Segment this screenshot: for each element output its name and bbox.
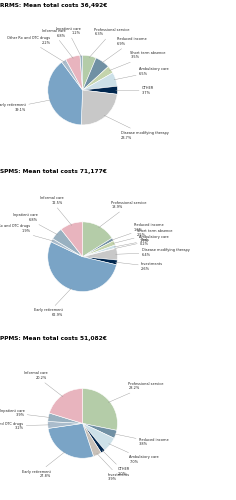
- Wedge shape: [48, 242, 117, 292]
- Text: Other Rx and OTC drugs
2.2%: Other Rx and OTC drugs 2.2%: [7, 36, 65, 62]
- Text: Reduced income
3.8%: Reduced income 3.8%: [114, 434, 169, 446]
- Text: Tools
0.2%: Tools 0.2%: [115, 238, 149, 248]
- Wedge shape: [83, 256, 117, 265]
- Text: Inpatient care
1.2%: Inpatient care 1.2%: [56, 26, 81, 57]
- Text: Investments
2.6%: Investments 2.6%: [115, 262, 163, 271]
- Text: Informal care
20.2%: Informal care 20.2%: [24, 372, 63, 397]
- Text: Early retirement
62.9%: Early retirement 62.9%: [34, 288, 72, 317]
- Text: Ambulatory care
7.0%: Ambulatory care 7.0%: [109, 444, 159, 464]
- Wedge shape: [83, 58, 108, 90]
- Wedge shape: [83, 424, 105, 453]
- Wedge shape: [81, 90, 117, 125]
- Text: Inpatient care
3.9%: Inpatient care 3.9%: [0, 408, 50, 418]
- Wedge shape: [48, 413, 83, 424]
- Text: Inpatient care
6.8%: Inpatient care 6.8%: [13, 213, 58, 235]
- Text: OTHER
3.7%: OTHER 3.7%: [116, 86, 154, 94]
- Wedge shape: [83, 66, 113, 90]
- Text: Informal care
6.8%: Informal care 6.8%: [42, 29, 73, 58]
- Text: Reduced income
6.9%: Reduced income 6.9%: [102, 38, 146, 63]
- Wedge shape: [48, 62, 83, 125]
- Wedge shape: [83, 245, 116, 256]
- Text: Other Rx and OTC drugs
1.9%: Other Rx and OTC drugs 1.9%: [0, 224, 53, 241]
- Wedge shape: [49, 388, 83, 424]
- Wedge shape: [80, 55, 83, 90]
- Wedge shape: [66, 56, 83, 90]
- Text: Professional service
28.2%: Professional service 28.2%: [108, 382, 164, 402]
- Wedge shape: [83, 73, 117, 90]
- Text: RRMS: Mean total costs 36,492€: RRMS: Mean total costs 36,492€: [0, 2, 107, 7]
- Text: Reduced income
1.6%: Reduced income 1.6%: [111, 223, 164, 240]
- Wedge shape: [83, 248, 118, 260]
- Text: Early retirement
27.8%: Early retirement 27.8%: [22, 452, 65, 478]
- Wedge shape: [83, 238, 114, 256]
- Text: Investments
3.9%: Investments 3.9%: [97, 454, 130, 481]
- Text: Ambulatory care
6.5%: Ambulatory care 6.5%: [114, 68, 169, 80]
- Wedge shape: [61, 222, 83, 256]
- Text: PPMS: Mean total costs 51,082€: PPMS: Mean total costs 51,082€: [0, 336, 107, 341]
- Wedge shape: [83, 424, 117, 438]
- Wedge shape: [51, 238, 83, 256]
- Text: Disease modifying therapy
23.7%: Disease modifying therapy 23.7%: [104, 116, 169, 140]
- Wedge shape: [83, 424, 101, 456]
- Wedge shape: [48, 424, 93, 458]
- Text: Professional service
6.3%: Professional service 6.3%: [89, 28, 130, 58]
- Wedge shape: [62, 60, 83, 90]
- Text: Short term absence
2.5%: Short term absence 2.5%: [113, 228, 172, 244]
- Wedge shape: [83, 86, 118, 94]
- Wedge shape: [83, 424, 114, 450]
- Wedge shape: [83, 222, 112, 256]
- Text: Early retirement
39.1%: Early retirement 39.1%: [0, 100, 51, 112]
- Wedge shape: [83, 240, 115, 256]
- Text: Informal care
12.5%: Informal care 12.5%: [40, 196, 72, 226]
- Wedge shape: [53, 230, 83, 256]
- Wedge shape: [83, 248, 116, 256]
- Text: Ambulatory care
1.7%: Ambulatory care 1.7%: [114, 235, 169, 247]
- Text: Professional service
18.9%: Professional service 18.9%: [99, 200, 147, 228]
- Wedge shape: [48, 422, 83, 428]
- Wedge shape: [83, 388, 118, 430]
- Text: Disease modifying therapy
6.4%: Disease modifying therapy 6.4%: [116, 248, 190, 256]
- Text: Other Rx and OTC drugs
3.2%: Other Rx and OTC drugs 3.2%: [0, 422, 50, 430]
- Text: Short term absence
3.5%: Short term absence 3.5%: [109, 51, 166, 70]
- Text: OTHER
2.0%: OTHER 2.0%: [102, 450, 130, 475]
- Text: SPMS: Mean total costs 71,177€: SPMS: Mean total costs 71,177€: [0, 169, 107, 174]
- Wedge shape: [83, 55, 96, 90]
